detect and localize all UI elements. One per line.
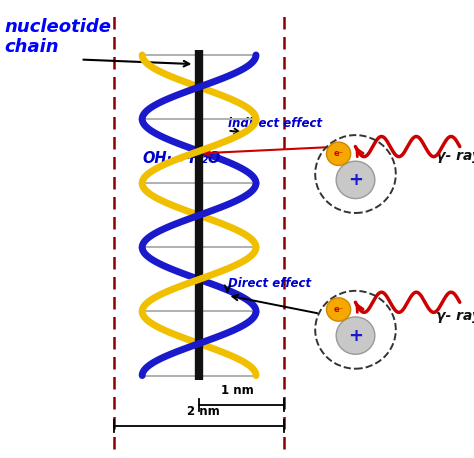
Text: +: + bbox=[348, 327, 363, 344]
Text: 2 nm: 2 nm bbox=[187, 405, 220, 418]
Circle shape bbox=[336, 317, 375, 354]
Text: e⁻: e⁻ bbox=[334, 305, 344, 314]
Circle shape bbox=[336, 161, 375, 199]
Circle shape bbox=[327, 142, 351, 165]
Text: 1 nm: 1 nm bbox=[220, 384, 254, 397]
Text: Direct effect: Direct effect bbox=[228, 278, 310, 290]
Text: +: + bbox=[348, 171, 363, 189]
Text: nucleotide
chain: nucleotide chain bbox=[5, 18, 112, 56]
Text: γ- ray: γ- ray bbox=[436, 149, 474, 163]
Text: indirect effect: indirect effect bbox=[228, 117, 322, 130]
Text: OH·: OH· bbox=[142, 151, 173, 165]
Text: ←H₂O: ←H₂O bbox=[178, 151, 221, 165]
Text: γ- ray: γ- ray bbox=[436, 309, 474, 323]
Text: e⁻: e⁻ bbox=[334, 149, 344, 158]
Circle shape bbox=[327, 298, 351, 321]
